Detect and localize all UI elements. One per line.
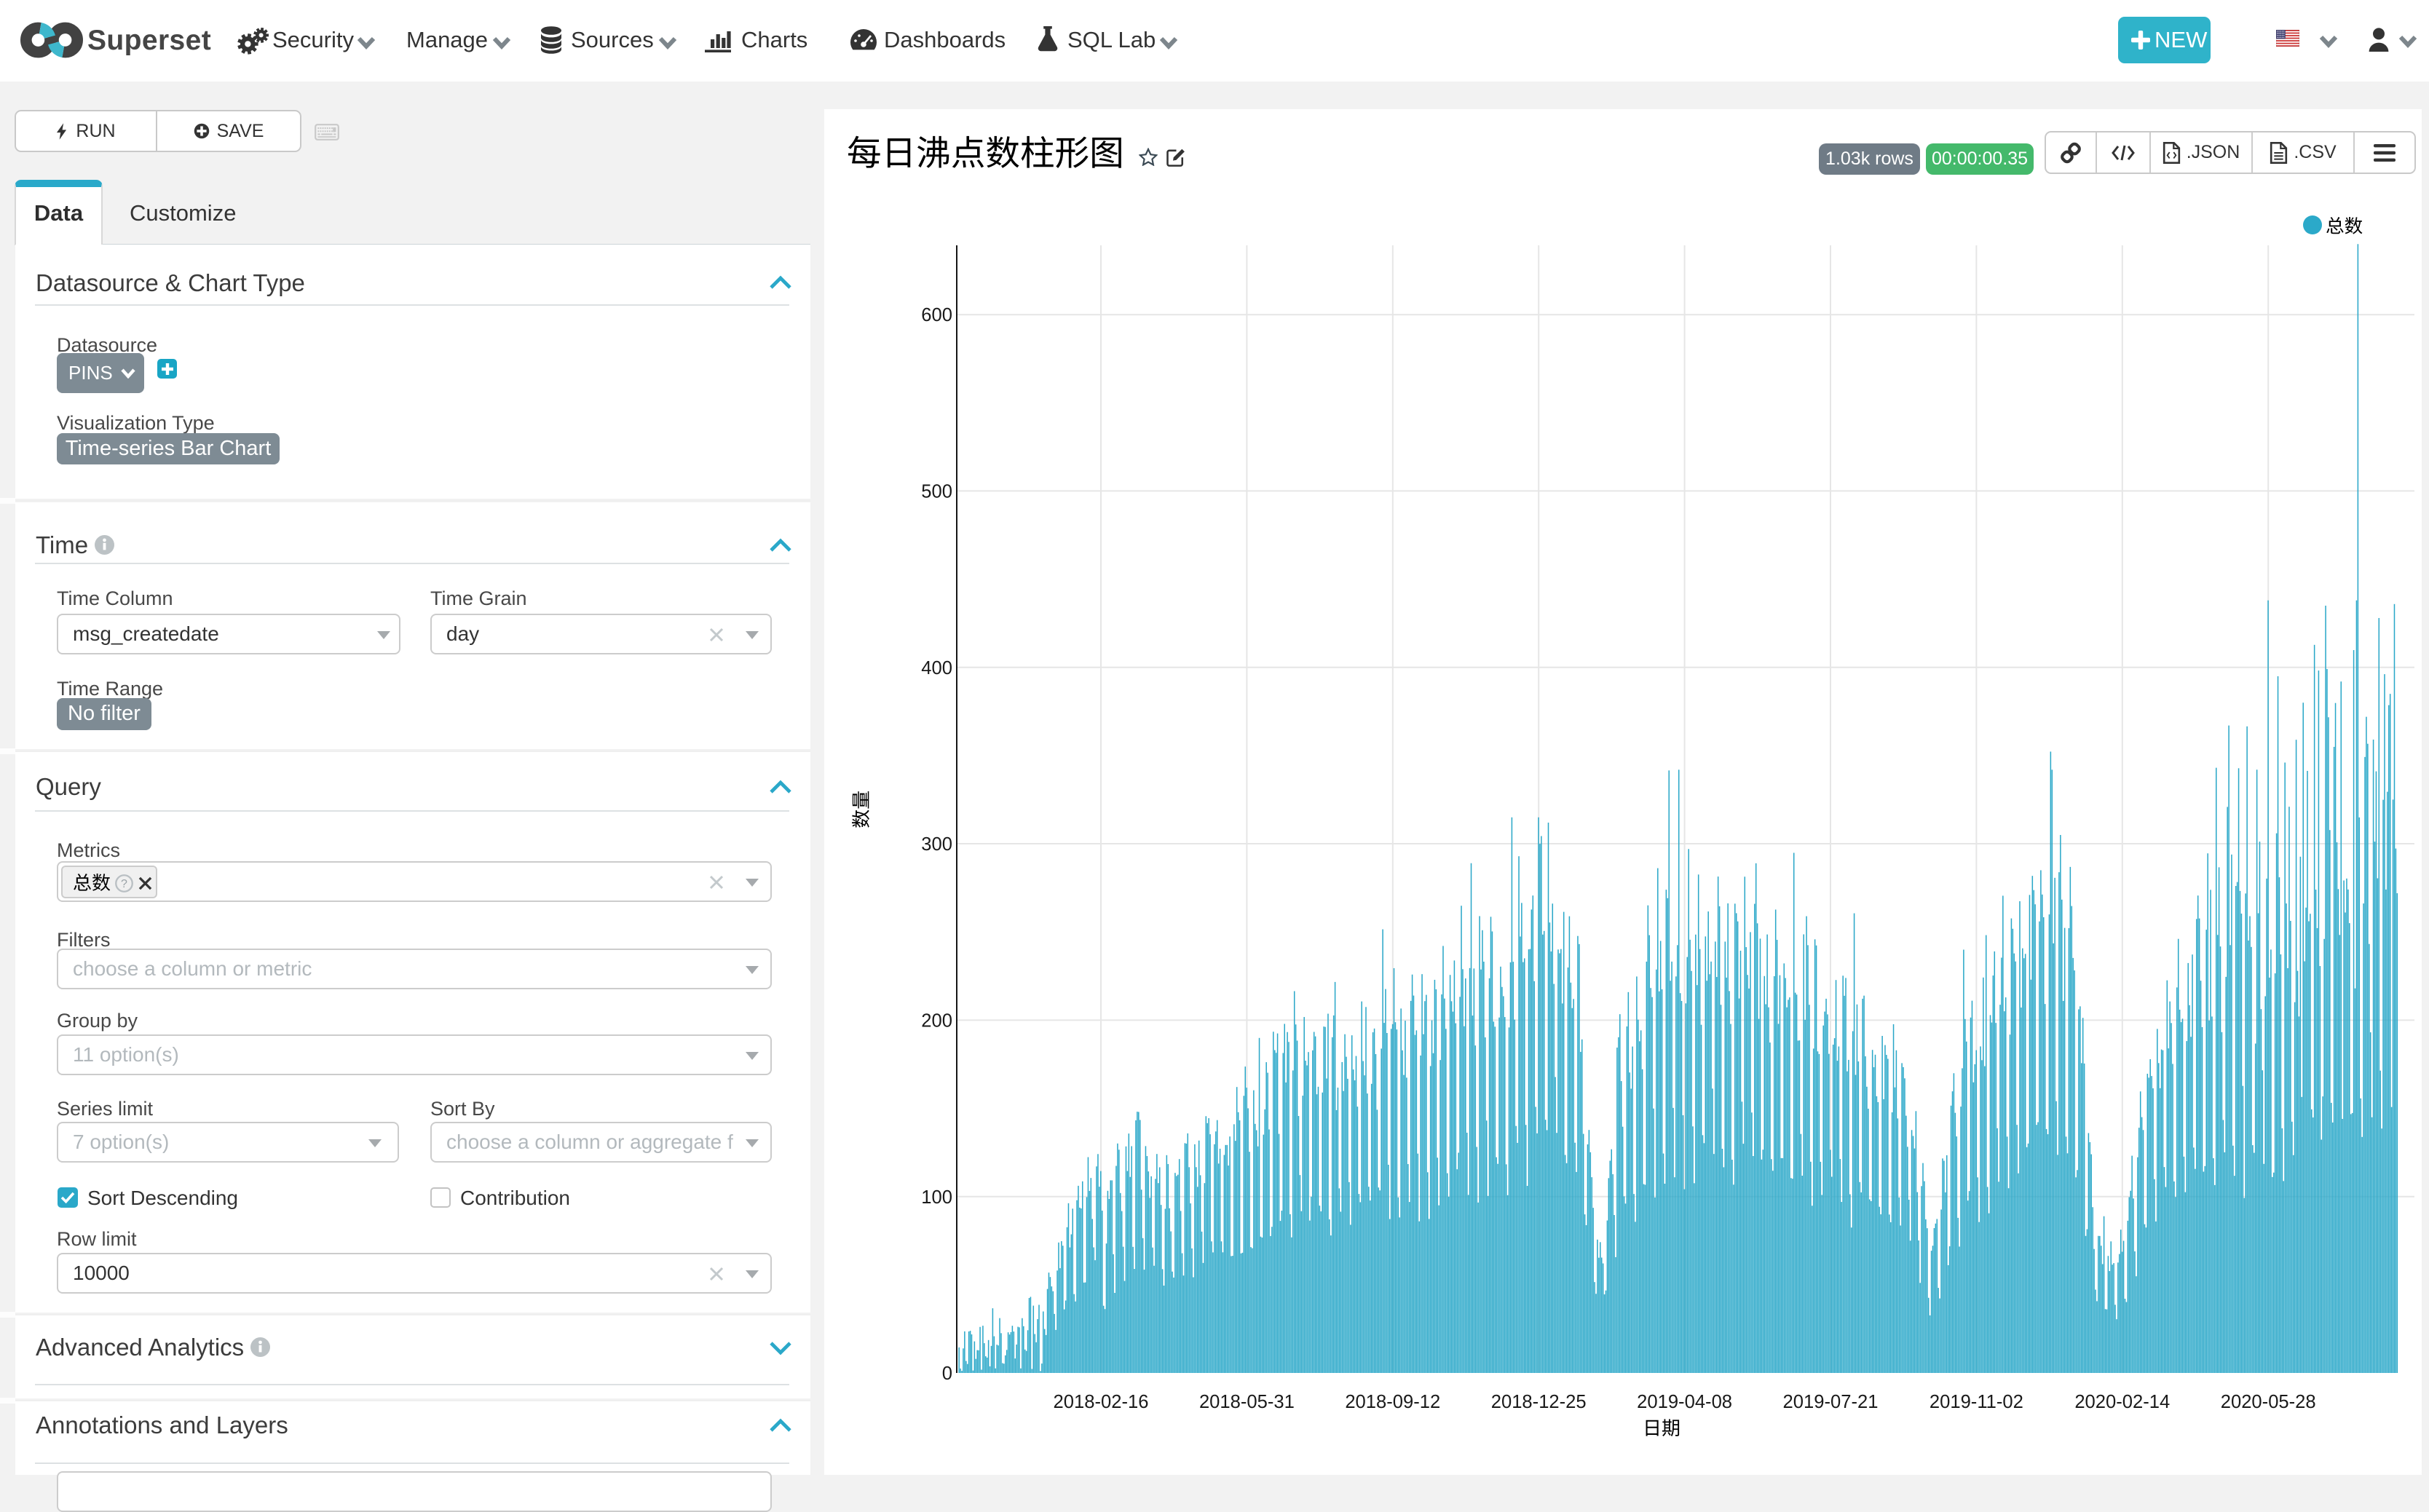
svg-text:2018-02-16: 2018-02-16: [1054, 1392, 1149, 1412]
svg-text:400: 400: [921, 658, 952, 678]
svg-text:2020-05-28: 2020-05-28: [2221, 1392, 2316, 1412]
svg-text:2019-04-08: 2019-04-08: [1637, 1392, 1732, 1412]
svg-text:2018-09-12: 2018-09-12: [1345, 1392, 1440, 1412]
svg-text:2018-05-31: 2018-05-31: [1199, 1392, 1295, 1412]
svg-text:100: 100: [921, 1187, 952, 1208]
svg-text:200: 200: [921, 1010, 952, 1031]
svg-text:2018-12-25: 2018-12-25: [1491, 1392, 1587, 1412]
svg-text:500: 500: [921, 482, 952, 502]
svg-text:600: 600: [921, 305, 952, 325]
svg-text:2019-11-02: 2019-11-02: [1930, 1392, 2023, 1412]
svg-text:0: 0: [942, 1363, 952, 1384]
svg-text:?: ?: [121, 877, 127, 890]
svg-text:300: 300: [921, 834, 952, 855]
svg-text:2019-07-21: 2019-07-21: [1783, 1392, 1879, 1412]
svg-text:2020-02-14: 2020-02-14: [2074, 1392, 2170, 1412]
